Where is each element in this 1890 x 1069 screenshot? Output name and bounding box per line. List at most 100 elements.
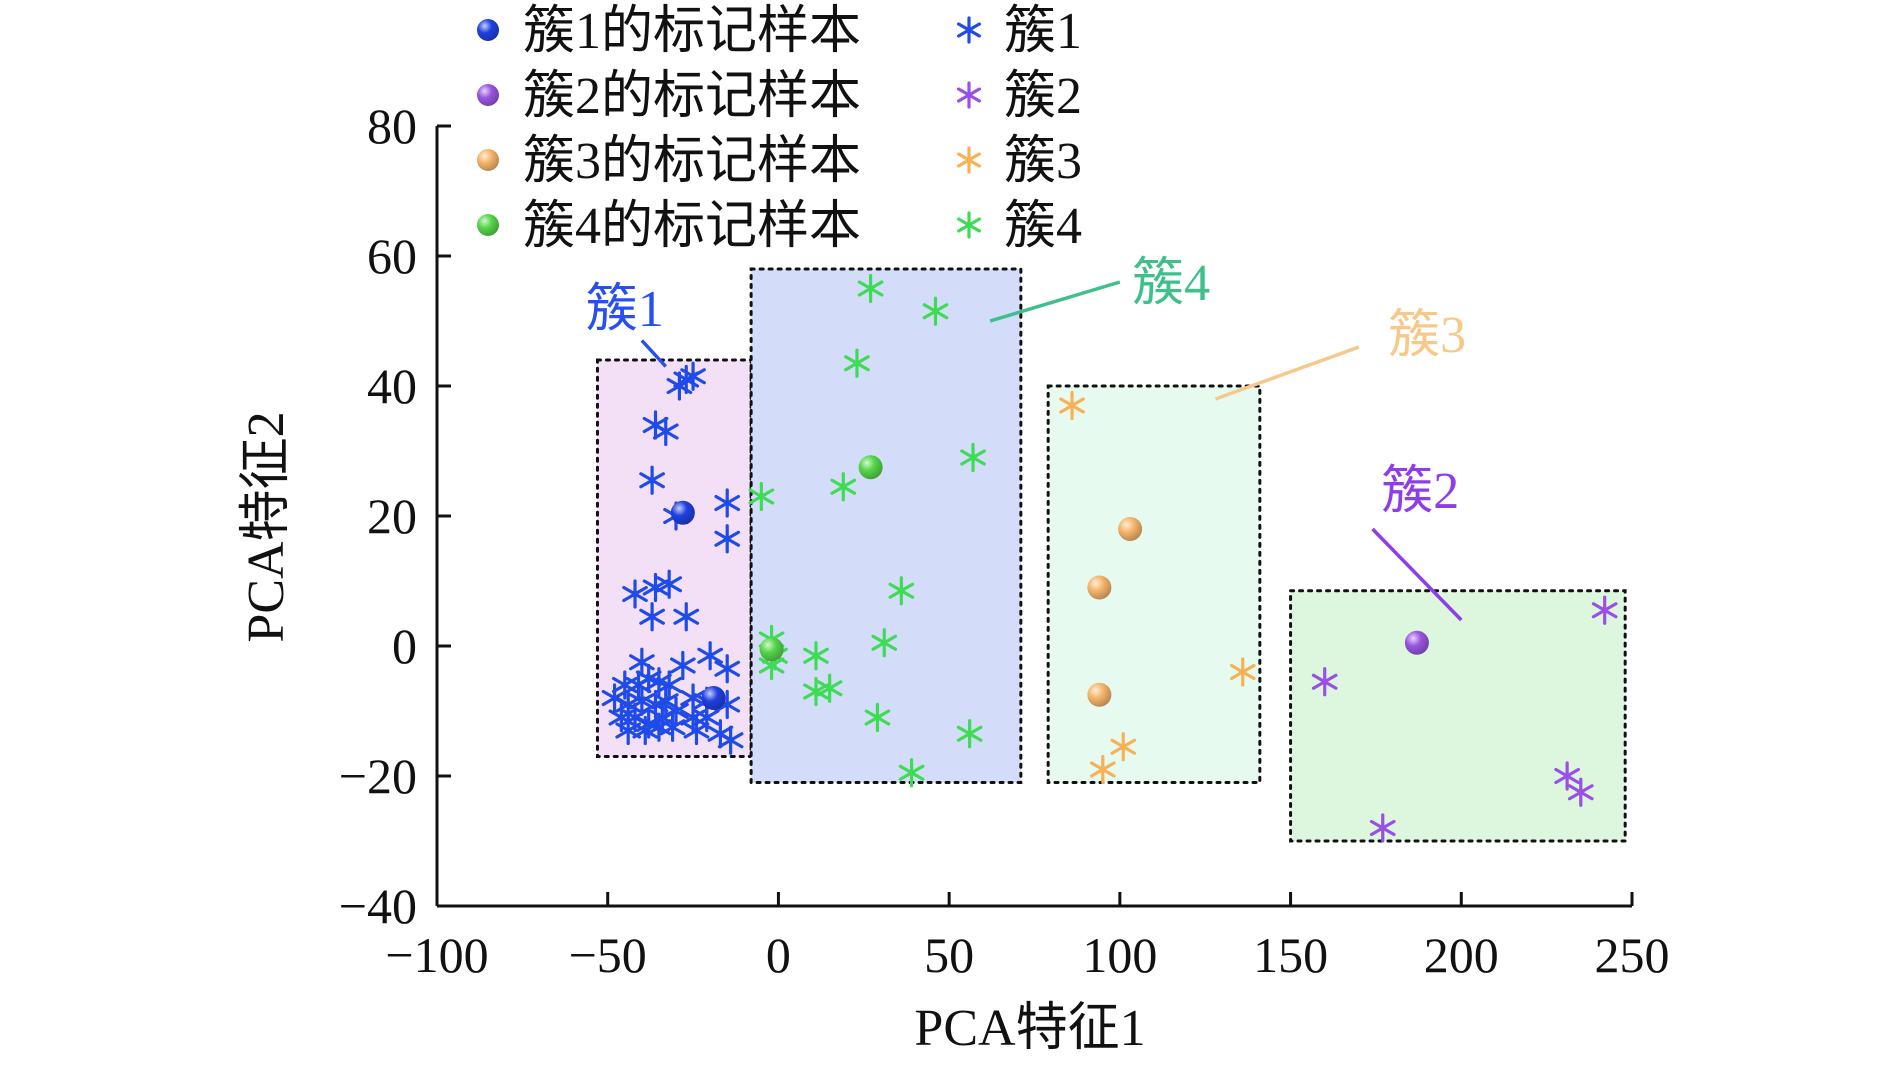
data-point: [1554, 761, 1580, 791]
x-tick-label: 100: [1082, 927, 1157, 983]
asterisk-stroke: [957, 217, 981, 233]
data-point: [803, 641, 829, 671]
asterisk-stroke: [1567, 784, 1594, 801]
cluster-region-2: [749, 267, 1023, 784]
series-簇4的标记样本: [759, 455, 883, 662]
data-point: [717, 725, 744, 755]
legend-marker: [957, 16, 981, 44]
x-tick-label: 0: [766, 927, 791, 983]
annotation-labels: 簇1 簇4 簇3 簇2: [586, 255, 1466, 622]
asterisk-stroke: [857, 280, 884, 297]
annotation-label: 簇3: [1388, 307, 1466, 364]
legend-label: 簇2的标记样本: [523, 68, 861, 125]
data-point: [714, 524, 741, 554]
asterisk-stroke: [652, 693, 679, 710]
data-point: [659, 712, 686, 742]
data-point: [1369, 813, 1396, 843]
data-point: [830, 472, 857, 502]
data-point: [748, 481, 775, 512]
asterisk-stroke: [922, 303, 949, 320]
data-point: [714, 654, 741, 684]
asterisk-stroke: [635, 670, 662, 687]
asterisk-stroke: [663, 702, 689, 720]
y-axis-label: PCA特征2: [238, 411, 295, 642]
legend-marker: [477, 19, 499, 41]
asterisk-stroke: [632, 722, 659, 739]
asterisk-stroke: [803, 683, 829, 700]
legend-label: 簇1的标记样本: [523, 3, 861, 60]
data-point: [697, 641, 724, 671]
data-point: [759, 637, 784, 662]
y-tick-label: 80: [367, 98, 417, 154]
y-tick-label: 0: [392, 618, 417, 674]
asterisk-stroke: [957, 87, 981, 103]
asterisk-stroke: [957, 22, 981, 38]
data-point: [1311, 667, 1338, 697]
data-point: [622, 579, 648, 609]
data-point: [656, 569, 683, 599]
legend-marker: [477, 214, 499, 236]
y-tick-label: 60: [367, 228, 417, 284]
data-point: [683, 715, 710, 746]
legend-item: 簇3的标记样本: [477, 133, 861, 190]
data-point: [652, 686, 679, 716]
asterisk-stroke: [601, 689, 628, 707]
asterisk-stroke: [656, 676, 683, 694]
legend-label: 簇2: [1004, 68, 1082, 125]
asterisk-stroke: [898, 764, 925, 781]
annotation-leader-line: [1371, 527, 1463, 622]
legend-marker: [477, 149, 499, 171]
data-point: [652, 416, 679, 447]
data-point: [960, 442, 986, 473]
data-points: [601, 273, 1618, 843]
annotation-leader-line: [640, 339, 668, 368]
asterisk-stroke: [1110, 738, 1137, 755]
asterisk-stroke: [1089, 761, 1116, 778]
annotation-label: 簇2: [1381, 463, 1459, 520]
asterisk-stroke: [669, 657, 696, 674]
series-簇1的标记样本: [670, 500, 726, 710]
series-簇3的标记样本: [1087, 517, 1143, 707]
data-point: [857, 273, 884, 304]
asterisk-stroke: [639, 608, 665, 625]
asterisk-stroke: [1311, 673, 1338, 690]
x-axis-label: PCA特征1: [914, 1000, 1145, 1057]
asterisk-stroke: [697, 647, 724, 664]
data-point: [1404, 630, 1429, 655]
data-point: [1089, 754, 1116, 785]
asterisk-stroke: [714, 494, 741, 512]
asterisk-stroke: [888, 582, 915, 599]
y-tick-label: 20: [367, 488, 417, 544]
data-point: [803, 676, 829, 707]
data-point: [1118, 517, 1143, 541]
legend-marker: [477, 84, 499, 106]
x-tick-label: 150: [1253, 927, 1328, 983]
data-point: [642, 572, 669, 603]
data-point: [639, 602, 665, 632]
asterisk-stroke: [758, 657, 785, 674]
annotation-leader-line: [989, 280, 1121, 323]
asterisk-stroke: [960, 449, 986, 466]
series-簇2的标记样本: [1404, 630, 1429, 655]
data-point: [1567, 777, 1594, 807]
legend-label: 簇4的标记样本: [523, 198, 861, 255]
x-tick-label: 250: [1595, 927, 1670, 983]
asterisk-stroke: [1554, 767, 1580, 785]
asterisk-stroke: [622, 585, 648, 603]
asterisk-stroke: [639, 472, 665, 489]
legend-marker: [957, 211, 981, 239]
data-point: [669, 650, 696, 681]
asterisk-stroke: [714, 696, 741, 713]
annotation-label: 簇4: [1132, 255, 1210, 312]
legend-item: 簇3: [957, 133, 1082, 190]
y-tick-label: −20: [339, 748, 417, 804]
asterisk-stroke: [717, 732, 744, 749]
legend-label: 簇3: [1004, 133, 1082, 190]
cluster-region-3: [1046, 384, 1262, 784]
data-point: [888, 576, 915, 606]
data-point: [1059, 390, 1085, 421]
asterisk-stroke: [628, 654, 655, 671]
